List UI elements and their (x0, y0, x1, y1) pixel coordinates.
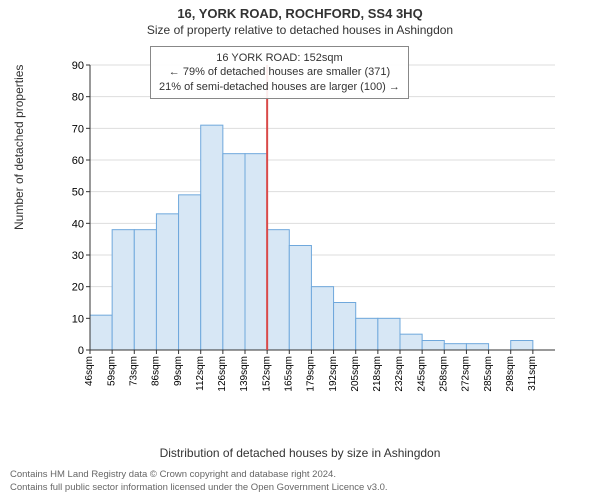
svg-text:232sqm: 232sqm (394, 356, 405, 392)
svg-text:311sqm: 311sqm (527, 356, 538, 391)
svg-text:99sqm: 99sqm (173, 356, 184, 386)
svg-text:46sqm: 46sqm (84, 356, 95, 386)
svg-text:258sqm: 258sqm (439, 356, 450, 392)
svg-text:30: 30 (72, 250, 84, 262)
svg-text:139sqm: 139sqm (239, 356, 250, 392)
svg-text:192sqm: 192sqm (328, 356, 339, 392)
svg-text:179sqm: 179sqm (306, 356, 317, 392)
svg-text:70: 70 (72, 123, 84, 135)
svg-text:20: 20 (72, 282, 84, 294)
svg-text:112sqm: 112sqm (195, 356, 206, 391)
annotation-line1: 16 YORK ROAD: 152sqm (159, 51, 400, 65)
annotation-line3: 21% of semi-detached houses are larger (… (159, 80, 400, 94)
svg-text:152sqm: 152sqm (261, 356, 272, 392)
svg-text:285sqm: 285sqm (483, 356, 494, 392)
footer-line1: Contains HM Land Registry data © Crown c… (10, 469, 590, 481)
page-title: 16, YORK ROAD, ROCHFORD, SS4 3HQ (0, 0, 600, 21)
annotation-callout: 16 YORK ROAD: 152sqm ← 79% of detached h… (150, 46, 409, 99)
attribution-footer: Contains HM Land Registry data © Crown c… (10, 469, 590, 494)
svg-text:50: 50 (72, 187, 84, 199)
chart-area: 0 10 20 30 40 50 60 70 80 90 46sqm 59sqm 73sqm 86sqm 9… (60, 60, 560, 400)
svg-text:218sqm: 218sqm (372, 356, 383, 392)
x-axis-label: Distribution of detached houses by size … (0, 446, 600, 460)
svg-text:80: 80 (72, 92, 84, 104)
svg-text:73sqm: 73sqm (129, 356, 140, 386)
svg-text:126sqm: 126sqm (217, 356, 228, 392)
svg-text:60: 60 (72, 155, 84, 167)
svg-text:86sqm: 86sqm (151, 356, 162, 386)
svg-text:0: 0 (78, 345, 84, 357)
svg-text:205sqm: 205sqm (350, 356, 361, 392)
svg-text:59sqm: 59sqm (106, 356, 117, 386)
footer-line2: Contains full public sector information … (10, 482, 590, 494)
svg-text:245sqm: 245sqm (416, 356, 427, 392)
svg-text:298sqm: 298sqm (505, 356, 516, 392)
histogram-plot: 0 10 20 30 40 50 60 70 80 90 46sqm 59sqm 73sqm 86sqm 9… (60, 60, 560, 400)
svg-text:90: 90 (72, 60, 84, 72)
y-axis-label: Number of detached properties (12, 65, 26, 230)
chart-subtitle: Size of property relative to detached ho… (0, 21, 600, 37)
svg-text:165sqm: 165sqm (284, 356, 295, 392)
svg-text:10: 10 (72, 313, 84, 325)
svg-text:40: 40 (72, 218, 84, 230)
annotation-line2: ← 79% of detached houses are smaller (37… (159, 65, 400, 79)
svg-text:272sqm: 272sqm (461, 356, 472, 392)
